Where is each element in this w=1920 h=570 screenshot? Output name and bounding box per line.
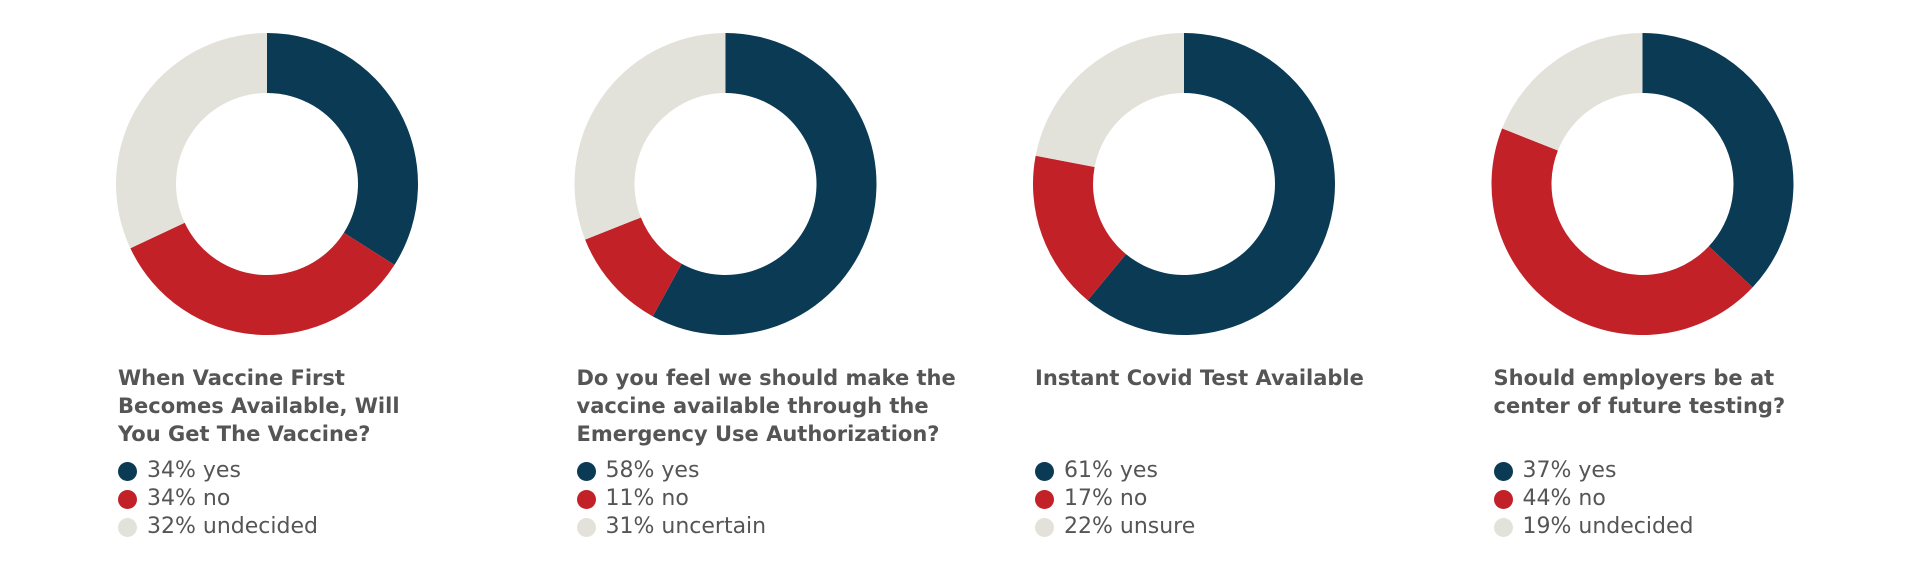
legend-label: 17% no: [1064, 486, 1148, 511]
chart-title: Should employers be at center of future …: [1493, 366, 1786, 418]
donut-slice: [1642, 33, 1794, 288]
legend-marker: [118, 462, 137, 481]
legend-label: 37% yes: [1522, 458, 1617, 483]
legend-marker: [1035, 462, 1054, 481]
legend-label: 19% undecided: [1522, 514, 1694, 539]
donut-slice: [267, 33, 419, 265]
legend-label: 58% yes: [605, 458, 700, 483]
legend-label: 31% uncertain: [605, 514, 767, 539]
donut-slice: [652, 33, 877, 336]
legend-label: 34% yes: [147, 458, 241, 483]
donut-slice: [1087, 33, 1335, 335]
donut-slice: [1502, 33, 1643, 151]
legend-marker: [1493, 518, 1513, 537]
donut-slice: [1035, 33, 1184, 167]
chart-title: Do you feel we should make the vaccine a…: [576, 366, 956, 446]
legend-marker: [1035, 518, 1054, 537]
legend-label: 44% no: [1522, 486, 1606, 511]
donut-slice: [585, 217, 682, 317]
donut-slice: [130, 222, 395, 335]
legend-marker: [1035, 490, 1054, 509]
chart-title: Instant Covid Test Available: [1035, 366, 1364, 390]
legend-marker: [118, 518, 137, 537]
donut-slice: [115, 33, 268, 249]
legend-label: 11% no: [605, 486, 689, 511]
legend-marker: [118, 490, 137, 509]
legend-label: 34% no: [147, 486, 231, 511]
legend-marker: [576, 490, 596, 509]
legend-marker: [1493, 490, 1513, 509]
donut-slice: [1033, 155, 1126, 301]
legend-label: 61% yes: [1064, 458, 1158, 483]
donut-slice: [574, 33, 726, 240]
legend-label: 22% unsure: [1064, 514, 1196, 539]
legend-marker: [1493, 462, 1513, 481]
legend-label: 32% undecided: [147, 514, 318, 539]
donut-slice: [1491, 128, 1753, 335]
legend-marker: [576, 462, 596, 481]
chart-title: When Vaccine First Becomes Available, Wi…: [118, 366, 400, 446]
legend-marker: [576, 518, 596, 537]
